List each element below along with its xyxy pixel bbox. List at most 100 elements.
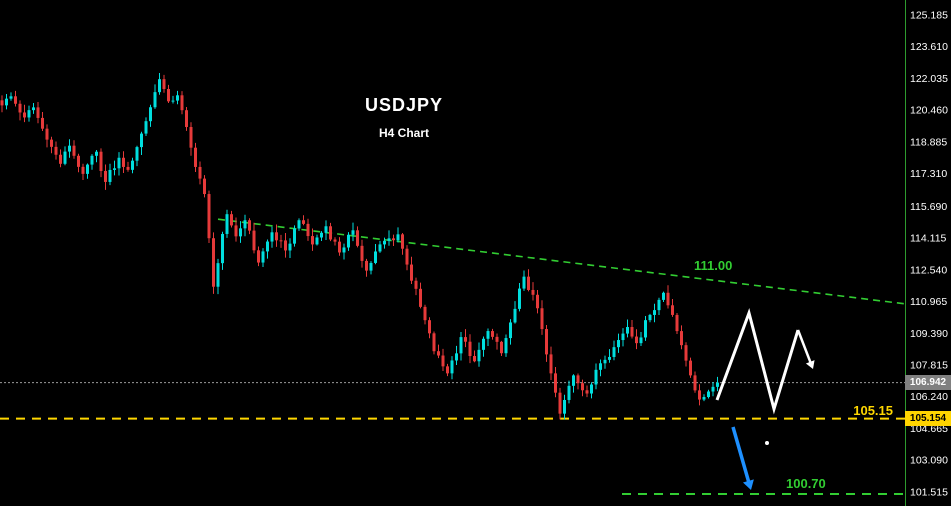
candle-body	[666, 292, 670, 306]
candle-body	[657, 299, 661, 311]
candle-body	[603, 359, 607, 364]
candle-body	[419, 288, 422, 307]
candle-body	[162, 79, 166, 89]
candle-body	[126, 166, 130, 170]
candle-body	[401, 234, 404, 249]
candle-body	[450, 360, 454, 374]
candle-body	[369, 262, 373, 271]
price-axis-tick-label: 109.390	[910, 328, 948, 340]
candle-body	[675, 314, 679, 332]
candle-body	[378, 244, 382, 252]
candle-body	[320, 232, 323, 238]
candle-body	[437, 351, 440, 356]
candle-body	[500, 341, 503, 354]
candle-body	[459, 337, 463, 354]
candle-body	[423, 306, 427, 321]
candle-body	[198, 166, 202, 179]
projection-zigzag[interactable]	[715, 307, 800, 415]
sell-direction-arrow-head	[742, 479, 754, 490]
candle-body	[14, 96, 17, 104]
price-axis-tick-label: 120.460	[910, 105, 948, 117]
price-axis[interactable]: 125.185 123.610 122.035 120.460 118.885 117.3…	[905, 0, 951, 506]
candle-body	[149, 107, 152, 122]
candle-body	[189, 127, 193, 148]
candle-body	[176, 95, 179, 101]
candle-body	[104, 170, 107, 182]
candle-body	[0, 100, 4, 106]
candle-body	[527, 276, 530, 290]
candle-body	[333, 239, 337, 242]
candle-body	[360, 245, 364, 261]
candle-body	[491, 331, 494, 337]
candle-body	[279, 240, 283, 242]
candle-body	[608, 356, 611, 360]
candle-body	[135, 147, 139, 161]
candle-body	[486, 331, 490, 339]
current-price-tag: 106.942	[905, 375, 951, 391]
candle-body	[225, 214, 229, 234]
candle-body	[144, 121, 148, 134]
price-axis-tick-label: 101.515	[910, 486, 948, 498]
candle-body	[122, 157, 125, 167]
candles-group	[0, 73, 719, 420]
candle-body	[482, 338, 485, 350]
candle-body	[383, 240, 386, 245]
candle-body	[342, 247, 346, 253]
candle-body	[23, 112, 26, 118]
candle-body	[108, 169, 112, 182]
candle-body	[414, 280, 418, 289]
candle-body	[522, 276, 526, 289]
price-axis-tick-label: 115.690	[910, 201, 947, 213]
candle-body	[567, 385, 571, 400]
candle-body	[693, 375, 697, 391]
candle-body	[576, 375, 580, 384]
price-axis-tick-label: 106.240	[910, 391, 948, 403]
candle-body	[365, 260, 368, 271]
candle-body	[554, 373, 557, 393]
candle-body	[68, 145, 71, 152]
candle-body	[338, 241, 341, 253]
projection-arrow-shaft	[796, 329, 813, 365]
candle-body	[297, 220, 301, 229]
candle-body	[27, 110, 31, 118]
candle-body	[252, 230, 256, 251]
candle-body	[158, 79, 161, 93]
price-axis-tick-label: 125.185	[910, 10, 948, 22]
candle-body	[315, 237, 319, 245]
candle-body	[617, 340, 620, 348]
candle-body	[167, 88, 170, 102]
candle-body	[495, 336, 499, 342]
projection-arrow-head	[805, 360, 815, 369]
projection-arrow[interactable]	[796, 329, 815, 369]
candle-body	[689, 360, 692, 376]
candle-body	[131, 160, 134, 170]
candle-body	[347, 234, 350, 248]
candle-body	[185, 110, 188, 128]
candle-body	[536, 294, 539, 309]
candle-body	[392, 238, 395, 241]
candle-body	[509, 322, 512, 339]
candle-body	[207, 194, 211, 239]
sell-direction-arrow[interactable]	[731, 426, 754, 490]
descending-trendline[interactable]	[217, 218, 906, 305]
candle-body	[594, 369, 598, 385]
support-price-tag: 105.154	[905, 411, 951, 427]
candle-body	[90, 155, 94, 165]
price-axis-tick-label: 110.965	[910, 296, 947, 308]
candle-body	[563, 399, 566, 414]
candle-body	[711, 386, 715, 392]
candle-body	[230, 214, 233, 226]
candle-body	[504, 338, 508, 354]
candle-body	[329, 226, 332, 240]
candle-body	[257, 250, 260, 263]
candle-body	[648, 314, 652, 321]
candle-body	[662, 292, 665, 300]
candle-body	[36, 107, 40, 118]
candle-body	[428, 320, 431, 334]
candle-body	[441, 355, 445, 367]
candle-body	[432, 333, 436, 352]
candle-body	[630, 327, 634, 337]
